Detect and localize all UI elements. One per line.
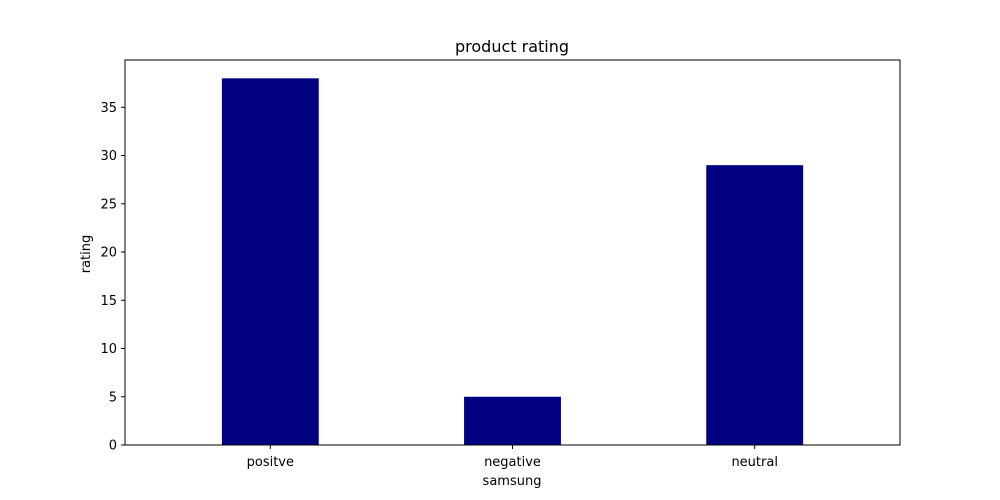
bar-neutral	[706, 165, 804, 445]
x-tick-label: neutral	[731, 455, 778, 470]
y-tick-label: 30	[100, 149, 117, 164]
y-tick-label: 35	[100, 101, 117, 116]
bars-group	[221, 78, 804, 445]
x-axis: positve negative neutral	[247, 445, 778, 470]
x-axis-label: samsung	[483, 474, 542, 489]
chart-title: product rating	[455, 37, 569, 56]
y-axis-label: rating	[79, 235, 94, 274]
bar-positve	[221, 78, 319, 445]
y-tick-label: 0	[109, 439, 117, 454]
y-tick-label: 20	[100, 246, 117, 261]
y-axis: 0 5 10 15 20 25 30 35	[100, 101, 125, 454]
bar-negative	[464, 396, 561, 445]
x-tick-label: negative	[484, 455, 541, 470]
y-tick-label: 15	[100, 294, 117, 309]
y-tick-label: 10	[100, 342, 117, 357]
y-tick-label: 5	[109, 390, 117, 405]
x-tick-label: positve	[247, 455, 294, 470]
y-tick-label: 25	[100, 197, 117, 212]
plot-frame	[124, 59, 901, 446]
